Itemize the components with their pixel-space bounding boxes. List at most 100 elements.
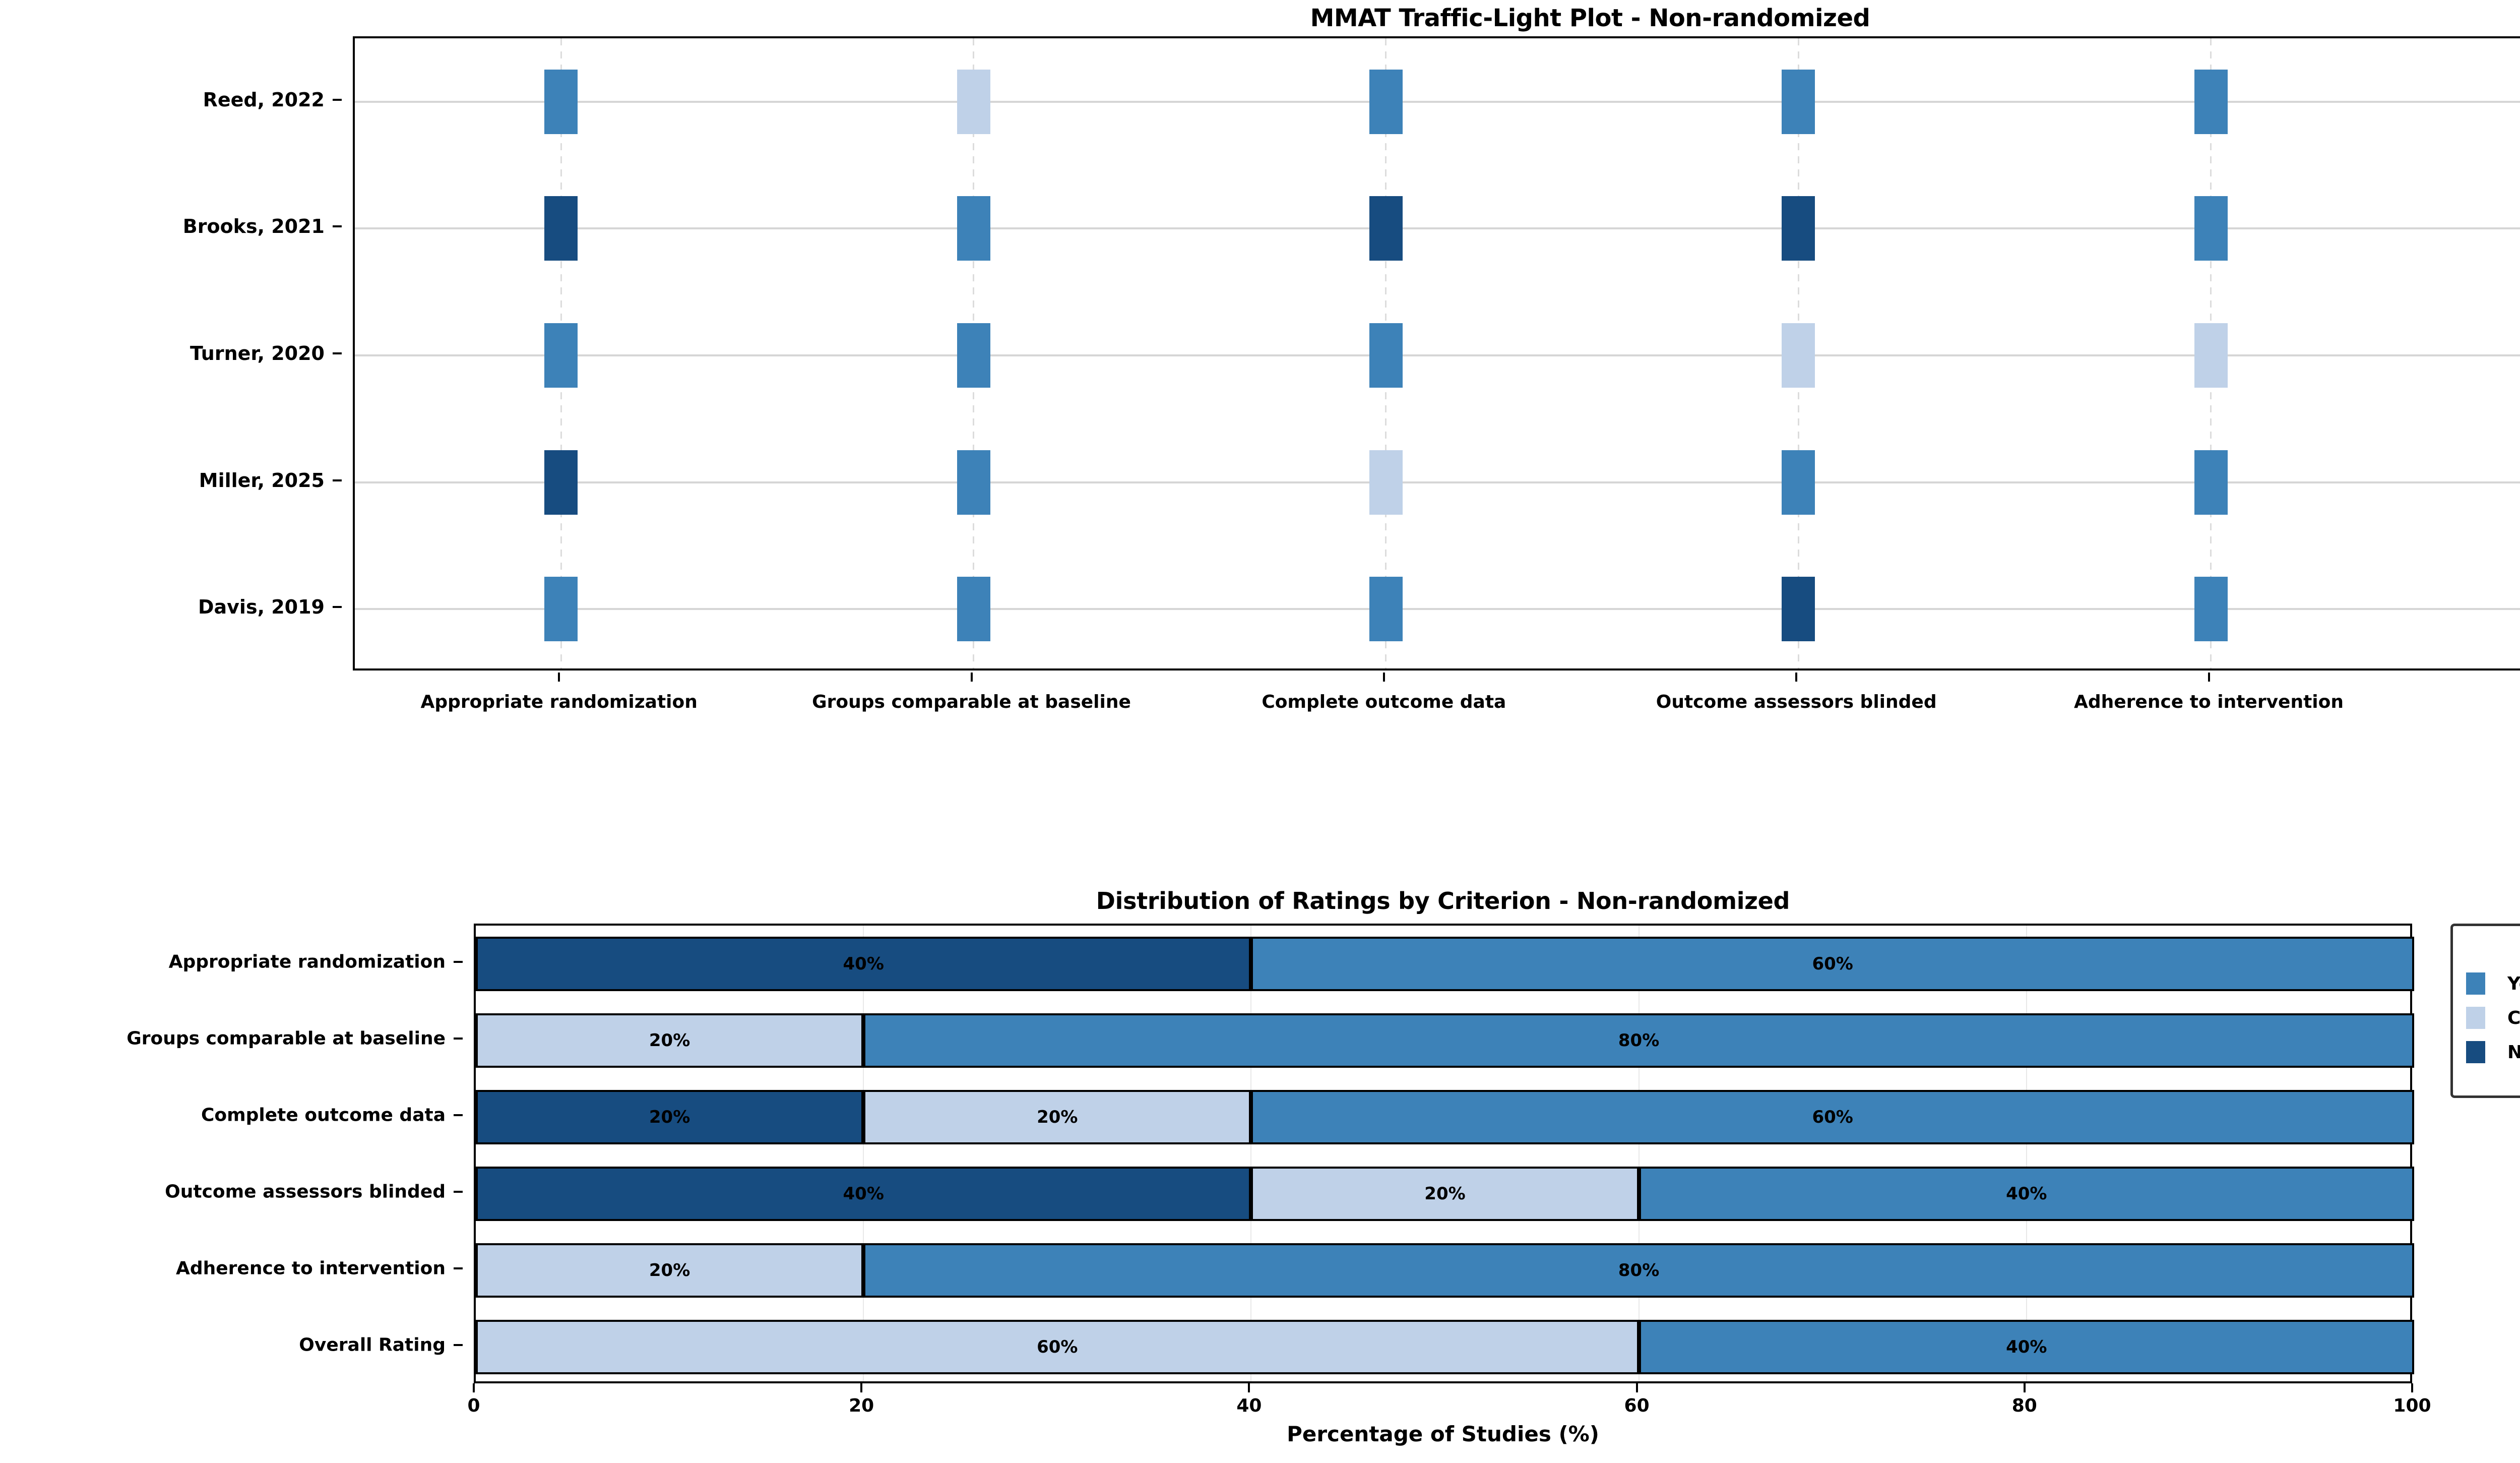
traffic-light-cell bbox=[2194, 450, 2228, 515]
distribution-x-axis: 0 20 40 60 80 100 bbox=[467, 1383, 2431, 1424]
legend-color-swatch bbox=[2466, 1007, 2485, 1029]
distribution-bar-segment: 20% bbox=[1251, 1167, 1639, 1221]
distribution-y-tick bbox=[454, 1114, 463, 1116]
traffic-light-criterion-label: Complete outcome data bbox=[1262, 692, 1506, 712]
traffic-light-cell bbox=[2194, 323, 2228, 388]
traffic-light-x-tick bbox=[2208, 673, 2210, 682]
legend-item-label: No/High Risk bbox=[2507, 1042, 2520, 1063]
legend-color-swatch bbox=[2466, 972, 2485, 995]
traffic-light-cell bbox=[1369, 69, 1403, 134]
traffic-light-cell bbox=[1369, 577, 1403, 642]
distribution-y-tick bbox=[454, 961, 463, 963]
distribution-plot-area: 40% 60% 20% 80% 20% 20% 60% 40% 20% 40% 20% 80% 60% 4… bbox=[474, 924, 2414, 1383]
distribution-x-tick-label: 40 bbox=[1236, 1395, 1262, 1416]
traffic-light-cell bbox=[544, 196, 578, 261]
traffic-light-x-tick bbox=[1795, 673, 1798, 682]
traffic-light-y-tick bbox=[333, 606, 342, 608]
traffic-light-y-axis: Reed, 2022 Brooks, 2021 Turner, 2020 Miller… bbox=[0, 36, 342, 670]
distribution-x-tick-label: 100 bbox=[2393, 1395, 2431, 1416]
traffic-light-cell bbox=[1782, 323, 1815, 388]
distribution-criterion-label: Complete outcome data bbox=[201, 1105, 446, 1126]
legend-title: Criterion Risk bbox=[2453, 934, 2520, 959]
traffic-light-cell bbox=[1782, 577, 1815, 642]
distribution-x-tick bbox=[860, 1383, 863, 1392]
distribution-y-tick bbox=[454, 1038, 463, 1040]
distribution-bar-segment: 20% bbox=[476, 1013, 864, 1068]
traffic-light-cell bbox=[957, 323, 990, 388]
distribution-bar-segment: 40% bbox=[476, 937, 1251, 991]
distribution-figure: Distribution of Ratings by Criterion - N… bbox=[0, 847, 2520, 1463]
distribution-x-tick bbox=[2411, 1383, 2413, 1392]
distribution-x-tick-label: 60 bbox=[1624, 1395, 1650, 1416]
traffic-light-x-tick bbox=[1382, 673, 1385, 682]
distribution-x-tick-label: 80 bbox=[2011, 1395, 2037, 1416]
traffic-light-horizontal-gridline bbox=[355, 354, 2520, 356]
traffic-light-criterion-label: Outcome assessors blinded bbox=[1656, 692, 1937, 712]
traffic-light-plot-area bbox=[353, 36, 2520, 670]
distribution-x-tick bbox=[473, 1383, 475, 1392]
legend-item[interactable]: Cannot tell/Moderate Risk bbox=[2466, 1007, 2520, 1029]
traffic-light-cell bbox=[544, 69, 578, 134]
traffic-light-criterion-label: Groups comparable at baseline bbox=[812, 692, 1131, 712]
distribution-bar-row: 60% 40% bbox=[476, 1320, 2414, 1374]
traffic-light-cell bbox=[2194, 577, 2228, 642]
legend-item-label: Yes/Low Risk bbox=[2507, 973, 2520, 994]
legend-item-label: Cannot tell/Moderate Risk bbox=[2507, 1007, 2520, 1028]
traffic-light-cell bbox=[1369, 196, 1403, 261]
traffic-light-cell bbox=[544, 450, 578, 515]
traffic-light-cell bbox=[2194, 196, 2228, 261]
traffic-light-cell bbox=[1782, 196, 1815, 261]
traffic-light-cell bbox=[544, 577, 578, 642]
distribution-bar-row: 40% 20% 40% bbox=[476, 1167, 2414, 1221]
traffic-light-y-tick bbox=[333, 98, 342, 101]
distribution-title: Distribution of Ratings by Criterion - N… bbox=[1096, 887, 1790, 915]
distribution-bar-segment: 80% bbox=[863, 1013, 2414, 1068]
distribution-bar-segment: 40% bbox=[1639, 1320, 2414, 1374]
distribution-y-axis: Appropriate randomization Groups comparab… bbox=[0, 924, 463, 1383]
distribution-x-tick-label: 0 bbox=[467, 1395, 480, 1416]
distribution-bar-row: 20% 80% bbox=[476, 1243, 2414, 1298]
traffic-light-cell bbox=[957, 69, 990, 134]
legend-item[interactable]: Yes/Low Risk bbox=[2466, 972, 2520, 995]
distribution-y-tick bbox=[454, 1191, 463, 1193]
distribution-bar-segment: 20% bbox=[476, 1090, 864, 1144]
traffic-light-cell bbox=[544, 323, 578, 388]
traffic-light-cell bbox=[1369, 323, 1403, 388]
traffic-light-study-label: Turner, 2020 bbox=[190, 342, 325, 364]
traffic-light-y-tick bbox=[333, 479, 342, 481]
traffic-light-horizontal-gridline bbox=[355, 481, 2520, 483]
legend-item[interactable]: No/High Risk bbox=[2466, 1041, 2520, 1063]
distribution-gridline bbox=[2026, 926, 2027, 1381]
distribution-bar-row: 40% 60% bbox=[476, 937, 2414, 991]
traffic-light-study-label: Reed, 2022 bbox=[203, 88, 325, 111]
distribution-bar-segment: 20% bbox=[863, 1090, 1251, 1144]
traffic-light-study-label: Brooks, 2021 bbox=[182, 215, 325, 238]
distribution-criterion-label: Overall Rating bbox=[299, 1334, 446, 1356]
distribution-bar-segment: 80% bbox=[863, 1243, 2414, 1298]
traffic-light-horizontal-gridline bbox=[355, 100, 2520, 103]
traffic-light-cell bbox=[957, 196, 990, 261]
distribution-bar-segment: 20% bbox=[476, 1243, 864, 1298]
distribution-criterion-label: Appropriate randomization bbox=[168, 951, 446, 972]
legend-color-swatch bbox=[2466, 1041, 2485, 1063]
traffic-light-x-axis: Appropriate randomization Groups comparab… bbox=[353, 673, 2520, 728]
distribution-x-tick-label: 20 bbox=[849, 1395, 874, 1416]
traffic-light-title: MMAT Traffic-Light Plot - Non-randomized bbox=[1310, 4, 1870, 32]
traffic-light-cell bbox=[2194, 69, 2228, 134]
traffic-light-x-tick bbox=[558, 673, 560, 682]
traffic-light-cell bbox=[1369, 450, 1403, 515]
traffic-light-y-tick bbox=[333, 225, 342, 228]
traffic-light-cell bbox=[1782, 69, 1815, 134]
distribution-y-tick bbox=[454, 1267, 463, 1269]
distribution-bar-segment: 60% bbox=[476, 1320, 1639, 1374]
distribution-bar-segment: 60% bbox=[1251, 1090, 2414, 1144]
traffic-light-horizontal-gridline bbox=[355, 608, 2520, 611]
legend: Criterion Risk Yes/Low Risk Cannot tell/M… bbox=[2450, 924, 2520, 1098]
distribution-bar-segment: 60% bbox=[1251, 937, 2414, 991]
traffic-light-horizontal-gridline bbox=[355, 227, 2520, 230]
distribution-gridline bbox=[1638, 926, 1640, 1381]
traffic-light-y-tick bbox=[333, 352, 342, 354]
distribution-x-tick bbox=[2023, 1383, 2026, 1392]
traffic-light-study-label: Davis, 2019 bbox=[198, 596, 325, 619]
distribution-bar-segment: 40% bbox=[1639, 1167, 2414, 1221]
